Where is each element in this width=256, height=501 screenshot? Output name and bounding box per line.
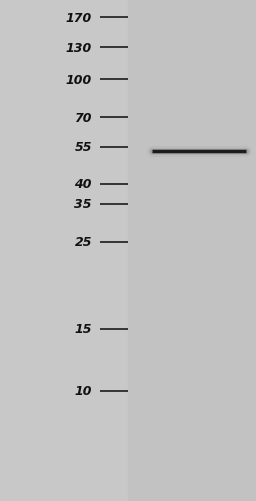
Text: 100: 100 — [66, 73, 92, 86]
Text: 170: 170 — [66, 12, 92, 25]
Text: 15: 15 — [74, 323, 92, 336]
Text: 40: 40 — [74, 178, 92, 191]
Text: 25: 25 — [74, 236, 92, 249]
Text: 55: 55 — [74, 141, 92, 154]
Text: 130: 130 — [66, 42, 92, 55]
Text: 70: 70 — [74, 111, 92, 124]
Text: 35: 35 — [74, 198, 92, 211]
Bar — [128, 0, 256, 501]
Text: 10: 10 — [74, 385, 92, 398]
